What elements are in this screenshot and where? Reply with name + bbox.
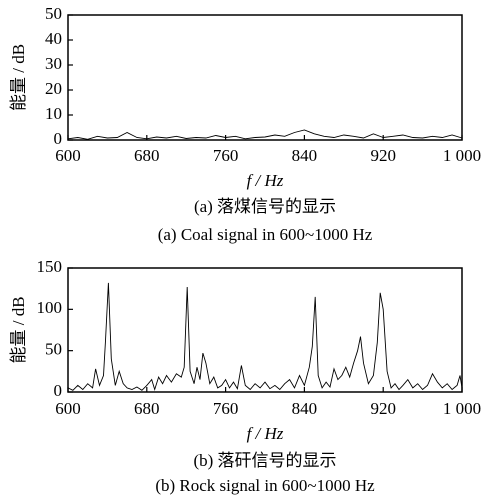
- x-tick-label: 680: [134, 399, 160, 418]
- x-tick-label: 760: [213, 399, 239, 418]
- y-tick-label: 50: [45, 340, 62, 359]
- x-axis-label: f / Hz: [247, 171, 284, 190]
- y-tick-label: 100: [37, 298, 63, 317]
- x-tick-label: 840: [292, 399, 318, 418]
- caption-english: (b) Rock signal in 600~1000 Hz: [155, 476, 375, 495]
- y-tick-label: 30: [45, 54, 62, 73]
- y-tick-label: 150: [37, 257, 63, 276]
- y-tick-label: 10: [45, 104, 62, 123]
- x-tick-label: 1 000: [443, 399, 481, 418]
- y-tick-label: 40: [45, 29, 62, 48]
- x-tick-label: 760: [213, 146, 239, 165]
- caption-english: (a) Coal signal in 600~1000 Hz: [158, 225, 373, 244]
- plot-frame: [67, 267, 463, 393]
- y-axis-label: 能量 / dB: [9, 296, 28, 363]
- y-tick-label: 0: [54, 381, 63, 400]
- y-axis-label: 能量 / dB: [9, 44, 28, 111]
- y-tick-label: 50: [45, 4, 62, 23]
- y-tick-label: 20: [45, 79, 62, 98]
- x-tick-label: 600: [55, 146, 81, 165]
- signal-line: [67, 129, 463, 140]
- x-tick-label: 600: [55, 399, 81, 418]
- caption: (b) 落矸信号的显示: [193, 451, 336, 470]
- x-tick-label: 680: [134, 146, 160, 165]
- x-tick-label: 1 000: [443, 146, 481, 165]
- x-tick-label: 840: [292, 146, 318, 165]
- x-tick-label: 920: [370, 399, 396, 418]
- x-axis-label: f / Hz: [247, 424, 284, 443]
- plot-frame: [67, 14, 463, 141]
- caption: (a) 落煤信号的显示: [194, 197, 336, 216]
- y-tick-label: 0: [54, 129, 63, 148]
- signal-line: [67, 282, 463, 392]
- x-tick-label: 920: [370, 146, 396, 165]
